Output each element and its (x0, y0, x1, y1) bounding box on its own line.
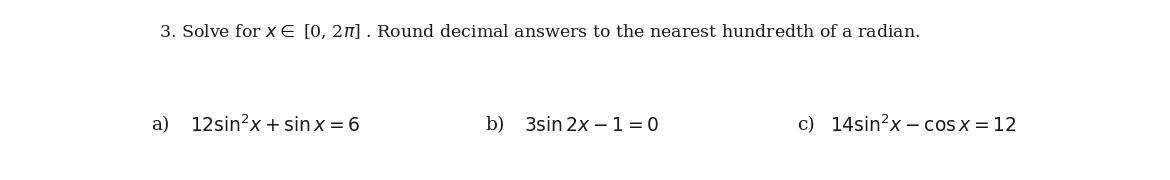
Text: $12\sin^2\!x + \sin x = 6$: $12\sin^2\!x + \sin x = 6$ (191, 115, 362, 136)
Text: $14\sin^2\!x - \cos x = 12$: $14\sin^2\!x - \cos x = 12$ (831, 115, 1017, 136)
Text: b): b) (486, 116, 505, 134)
Text: $3\sin 2x - 1 = 0$: $3\sin 2x - 1 = 0$ (524, 116, 660, 135)
Text: c): c) (798, 116, 815, 134)
Text: a): a) (151, 116, 170, 134)
Text: 3. Solve for $x \in$ [0, 2$\pi$] . Round decimal answers to the nearest hundredt: 3. Solve for $x \in$ [0, 2$\pi$] . Round… (159, 23, 921, 41)
